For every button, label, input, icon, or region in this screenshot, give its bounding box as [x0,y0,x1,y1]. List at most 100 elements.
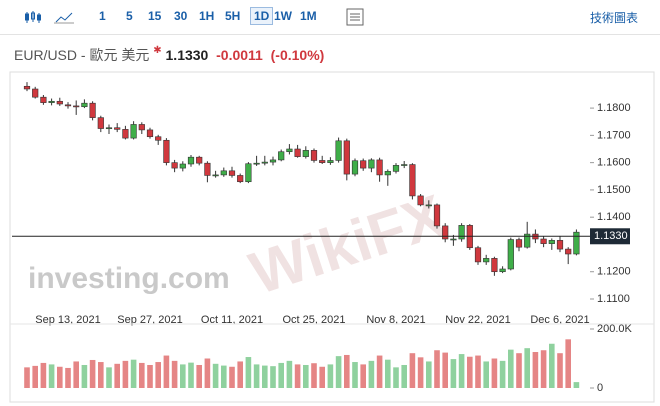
candle-body [392,165,400,172]
interval-button[interactable]: 1 [99,9,106,23]
x-tick-label: Oct 11, 2021 [201,314,263,326]
candle-body [146,129,154,138]
volume-bar [253,364,260,388]
volume-bar [344,354,350,388]
interval-button[interactable]: 5H [225,9,241,23]
price: 1.1330 [165,47,209,63]
candle-body [401,164,408,166]
candle-body [278,151,285,161]
candle-body [474,247,482,263]
candle-body [163,139,170,163]
volume-bar [434,350,440,388]
change-percent: (-0.10%) [270,47,325,63]
chart-frame [9,71,655,403]
interval-button[interactable]: 30 [174,9,188,23]
interval-button[interactable]: 1H [199,9,215,23]
candle-body [294,148,301,157]
candle-body [442,225,449,240]
volume-bar [540,350,547,388]
x-tick-label: Sep 13, 2021 [35,314,100,326]
volume-bar [32,365,38,388]
interval-button[interactable]: 5 [126,9,133,23]
candle-body [89,102,96,118]
volume-bar [549,343,555,388]
candle-body [458,225,465,240]
volume-bar [450,359,457,388]
candle-body [97,117,104,129]
volume-bar [311,363,317,388]
y-tick-label: 1.1600 [597,157,631,169]
star-icon[interactable]: ✱ [153,45,162,56]
candle-body [483,258,490,263]
candle-body [253,162,260,165]
candle-body [450,238,457,241]
candle-body [64,104,72,107]
candle-body [187,156,195,165]
chart-link[interactable]: 技術圖表 [590,11,639,25]
change: -0.0011 [216,47,263,63]
candle-body [114,127,121,130]
candle-body [269,159,277,163]
volume-bar [532,352,539,388]
volume-bar [516,353,522,388]
candle-body [573,231,580,255]
candle-body [351,160,359,175]
candle-body [409,164,416,197]
instrument: EUR/USD - 歐元 美元 [14,47,150,63]
volume-bar [98,362,104,388]
candle-body [335,140,342,161]
candle-body [48,100,55,103]
candle-body [556,240,564,250]
volume-bar [426,361,432,388]
candle-body [417,195,424,206]
interval-button[interactable]: 15 [148,9,162,23]
interval-button[interactable]: 1D [250,7,274,25]
chart-type-icons [25,11,74,24]
volume-bar [57,366,63,388]
candle-body [130,124,137,139]
volume-bar [229,366,235,388]
candle-body [360,160,367,169]
candle-body [327,160,334,163]
volume-bar [557,353,563,388]
candle-body [32,88,39,98]
quote-header: EUR/USD - 歐元 美元 ✱ 1.1330 -0.0011 (-0.10%… [14,45,324,65]
volume-bar [401,364,407,388]
candle-body [302,150,309,157]
x-tick-label: Sep 27, 2021 [117,314,182,326]
volume-bar [270,366,276,388]
interval-button[interactable]: 1M [300,9,317,23]
candle-body [425,204,432,207]
watermark-investing: investing.com [28,262,230,295]
volume-bar [48,364,55,388]
settings-icon[interactable] [346,8,364,26]
candle-body [220,170,227,176]
candle-body [179,163,186,169]
volume-bar [327,364,334,388]
candle-body [155,136,162,141]
candle-body [548,240,555,244]
volume-bar [89,359,96,388]
interval-button[interactable]: 1W [274,9,292,23]
candle-body [507,239,514,270]
current-price-label: 1.1330 [594,230,628,242]
volume-bar [376,355,383,388]
candle-body [368,159,375,169]
volume-bar [245,357,252,388]
candle-body [376,159,383,176]
volume-bar [417,357,424,388]
candle-body [384,171,391,176]
candle-body [56,100,63,105]
volume-bar [565,339,571,388]
volume-bar [196,364,202,388]
volume-bar [155,362,161,388]
volume-bar [180,364,186,388]
volume-bar [114,363,120,388]
volume-bar [360,364,366,388]
candle-body [228,170,236,176]
y-tick-label: 200.0K [597,323,633,335]
x-tick-label: Dec 6, 2021 [530,314,589,326]
volume-bar [122,360,129,388]
x-tick-label: Oct 25, 2021 [283,314,346,326]
